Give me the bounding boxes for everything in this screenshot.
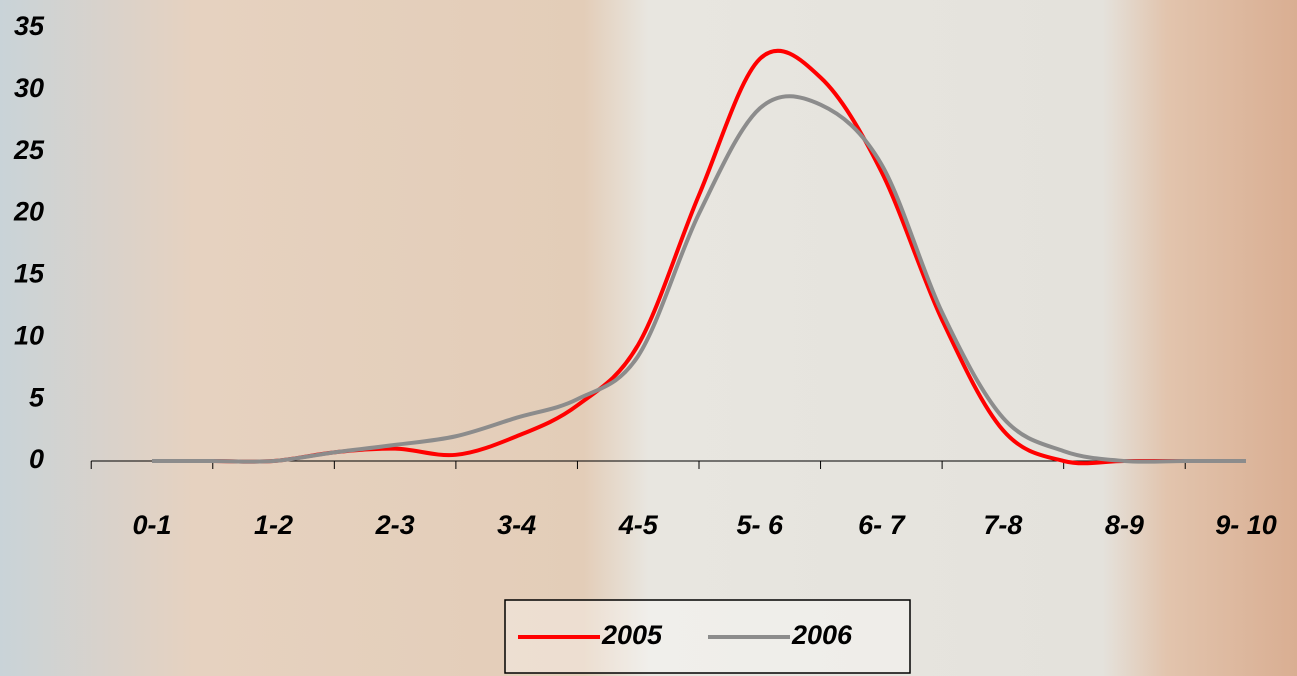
y-tick-label: 35 xyxy=(14,11,45,41)
plot-area: 0 5 10 15 20 25 30 35 0-1 1-2 2-3 3-4 4-5 5- 6 6- 7 7-8… xyxy=(13,11,1277,540)
x-tick-label: 0-1 xyxy=(132,510,171,540)
x-tick-label: 7-8 xyxy=(983,510,1022,540)
x-tick-label: 2-3 xyxy=(375,510,415,540)
y-tick-label: 0 xyxy=(29,444,44,474)
y-tick-label: 25 xyxy=(13,135,45,165)
y-tick-label: 20 xyxy=(13,197,44,227)
legend-label: 2006 xyxy=(791,620,853,650)
y-tick-label: 5 xyxy=(29,382,45,412)
series-line xyxy=(152,94,1246,464)
x-tick-label: 9- 10 xyxy=(1215,510,1277,540)
y-tick-label: 15 xyxy=(14,259,45,289)
x-tick-label: 6- 7 xyxy=(858,510,907,540)
x-tick-label: 4-5 xyxy=(618,510,659,540)
x-tick-label: 8-9 xyxy=(1105,510,1144,540)
x-tick-label: 3-4 xyxy=(497,510,536,540)
x-tick-label: 5- 6 xyxy=(737,510,785,540)
legend-label: 2005 xyxy=(601,620,663,650)
y-tick-label: 30 xyxy=(14,73,44,103)
x-tick-label: 1-2 xyxy=(254,510,293,540)
y-tick-label: 10 xyxy=(14,320,44,350)
